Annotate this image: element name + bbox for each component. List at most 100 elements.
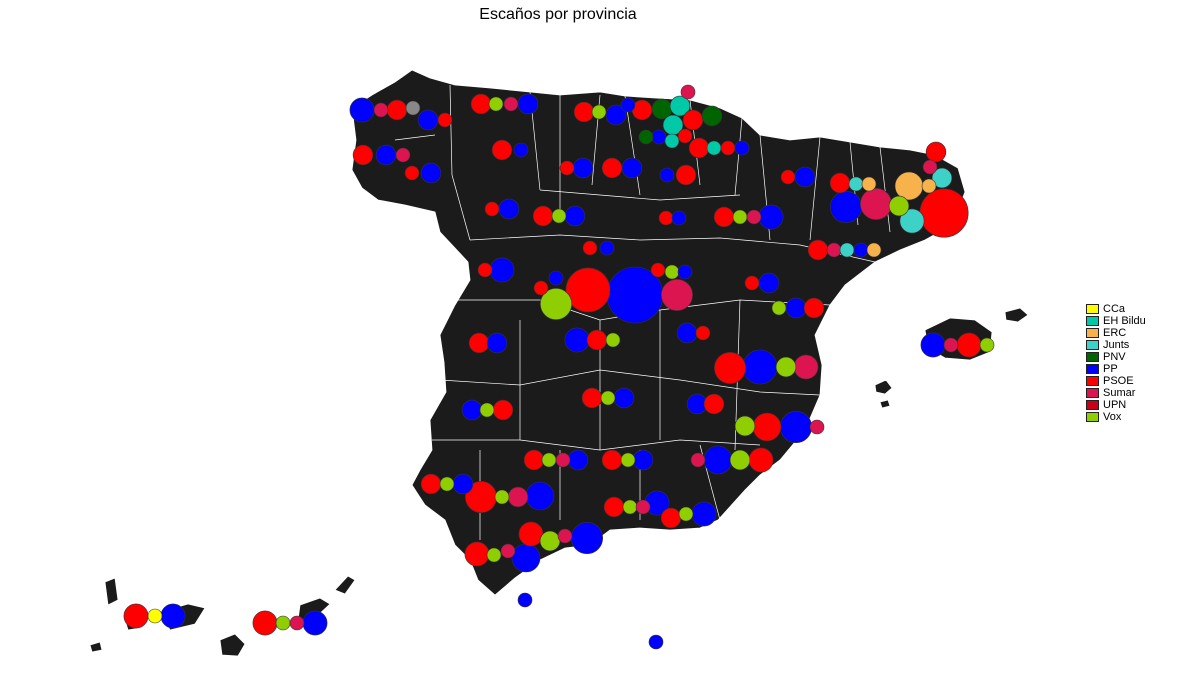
seat-bubble-psoe xyxy=(744,275,760,291)
seat-bubble-sumar xyxy=(289,615,305,631)
seat-bubble-psoe xyxy=(518,521,544,547)
seat-bubble-psoe xyxy=(581,387,603,409)
seat-bubble-pp xyxy=(734,140,750,156)
seat-bubble-erc xyxy=(921,178,937,194)
legend-item-erc: ERC xyxy=(1086,327,1146,339)
seat-bubble-psoe xyxy=(123,603,149,629)
seat-bubble-psoe xyxy=(780,169,796,185)
seat-bubble-pp xyxy=(648,634,664,650)
legend-label: PP xyxy=(1103,363,1118,375)
seat-bubble-sumar xyxy=(557,528,573,544)
seat-bubble-pp xyxy=(420,162,442,184)
seat-bubble-pp xyxy=(758,272,780,294)
legend-item-sumar: Sumar xyxy=(1086,387,1146,399)
seat-bubble-sumar xyxy=(809,419,825,435)
seat-bubble-pp xyxy=(564,205,586,227)
seat-bubble-psoe xyxy=(748,447,774,473)
legend-item-upn: UPN xyxy=(1086,399,1146,411)
legend: CCa EH Bildu ERC Junts PNV PP PSOE Sumar UPN Vox xyxy=(1086,303,1146,423)
seat-bubbles xyxy=(123,84,995,650)
seat-bubble-junts xyxy=(899,208,925,234)
seat-bubble-eh-bildu xyxy=(664,133,680,149)
seat-bubble-sumar xyxy=(690,452,706,468)
seat-bubble-psoe xyxy=(601,157,623,179)
seat-bubble-pp xyxy=(677,264,693,280)
seat-bubble-pp xyxy=(779,410,812,443)
seat-bubble-pp xyxy=(160,603,186,629)
legend-swatch xyxy=(1086,316,1099,326)
seat-bubble-vox xyxy=(605,332,621,348)
seat-bubble-psoe xyxy=(631,99,653,121)
seat-bubble-pp xyxy=(621,157,643,179)
seat-bubble-psoe xyxy=(386,99,408,121)
legend-swatch xyxy=(1086,304,1099,314)
seat-bubble-pp xyxy=(489,257,515,283)
seat-bubble-psoe xyxy=(492,399,514,421)
seat-bubble-psoe xyxy=(252,610,278,636)
seat-bubble-pp xyxy=(302,610,328,636)
seat-bubble-erc xyxy=(866,242,882,258)
seat-bubble-pp xyxy=(651,129,667,145)
seat-bubble-psoe xyxy=(713,351,746,384)
legend-swatch xyxy=(1086,364,1099,374)
legend-item-vox: Vox xyxy=(1086,411,1146,423)
seat-bubble-pp xyxy=(920,332,946,358)
seat-bubble-pnv xyxy=(638,129,654,145)
seat-bubble-pp xyxy=(605,104,627,126)
island-la-palma xyxy=(104,577,119,606)
legend-item-pp: PP xyxy=(1086,363,1146,375)
seat-bubble-psoe xyxy=(703,393,725,415)
seat-bubble-psoe xyxy=(660,507,682,529)
seat-bubble-psoe xyxy=(677,128,693,144)
legend-swatch xyxy=(1086,340,1099,350)
seat-bubble-vox xyxy=(734,415,756,437)
seat-bubble-vox xyxy=(622,499,638,515)
seat-bubble-sumar xyxy=(943,337,959,353)
seat-bubble-vox xyxy=(539,530,561,552)
seat-bubble-vox xyxy=(591,104,607,120)
seat-bubble-sumar xyxy=(859,188,892,221)
seat-bubble-junts xyxy=(848,176,864,192)
seat-bubble-psoe xyxy=(752,412,782,442)
seat-bubble-psoe xyxy=(468,332,490,354)
legend-label: PSOE xyxy=(1103,375,1134,387)
seat-bubble-psoe xyxy=(925,141,947,163)
seat-bubble-pp xyxy=(632,449,654,471)
island-menorca xyxy=(1004,307,1029,323)
seat-bubble-vox xyxy=(664,264,680,280)
seat-bubble-pp xyxy=(742,349,778,385)
legend-label: Vox xyxy=(1103,411,1122,423)
seat-bubble-vox xyxy=(551,208,567,224)
seat-bubble-psoe xyxy=(713,206,735,228)
seat-bubble-psoe xyxy=(484,201,500,217)
legend-item-eh-bildu: EH Bildu xyxy=(1086,315,1146,327)
seat-bubble-erc xyxy=(894,171,924,201)
seat-bubble-psoe xyxy=(404,165,420,181)
seat-bubble-pp xyxy=(564,327,590,353)
seat-bubble-pp xyxy=(570,521,603,554)
seat-bubble-pp xyxy=(785,297,807,319)
seat-bubble-vox xyxy=(541,452,557,468)
island-formentera xyxy=(879,399,891,409)
seat-bubble-psoe xyxy=(829,172,851,194)
legend-label: Sumar xyxy=(1103,387,1136,399)
seat-bubble-vox xyxy=(494,489,510,505)
seat-bubble-psoe xyxy=(491,139,513,161)
seat-bubble-psoe xyxy=(695,325,711,341)
seat-bubble-psoe xyxy=(523,449,545,471)
legend-item-cca: CCa xyxy=(1086,303,1146,315)
legend-swatch xyxy=(1086,376,1099,386)
seat-bubble-pp xyxy=(517,93,539,115)
seat-bubble-pp xyxy=(676,322,698,344)
seat-bubble-pp xyxy=(853,242,869,258)
seat-bubble-psoe xyxy=(532,205,554,227)
seat-bubble-vox xyxy=(620,452,636,468)
seat-bubble-pp xyxy=(703,445,733,475)
seat-bubble-vox xyxy=(479,402,495,418)
seat-bubble-pp xyxy=(572,157,594,179)
legend-label: ERC xyxy=(1103,327,1127,339)
seat-bubble-psoe xyxy=(688,137,710,159)
seat-bubble-vox xyxy=(600,390,616,406)
seat-bubble-pp xyxy=(599,240,615,256)
seat-bubble-pp xyxy=(461,399,483,421)
